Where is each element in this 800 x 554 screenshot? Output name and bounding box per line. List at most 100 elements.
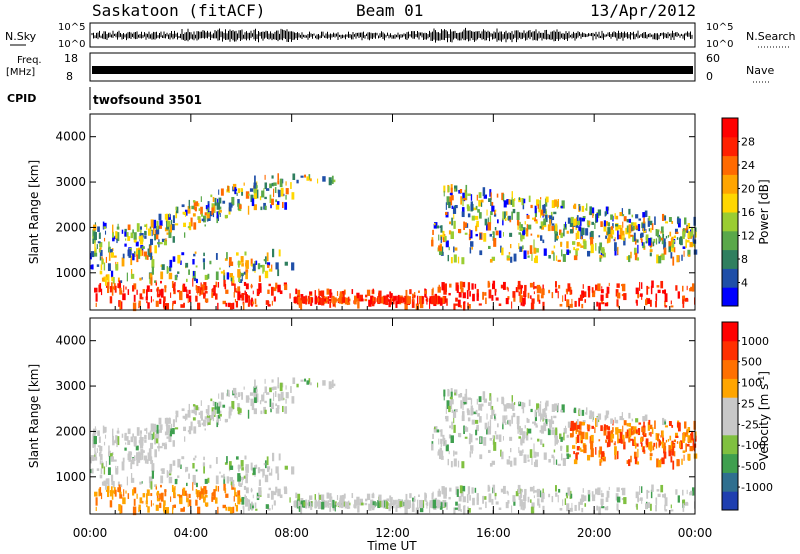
power-cell [578,226,582,232]
velocity-cell [489,393,492,401]
power-cell [685,239,687,248]
power-cell [658,236,662,242]
power-cell [184,286,187,292]
power-cell [527,250,529,255]
power-cell [253,190,257,200]
power-cell [319,290,323,296]
power-cell [295,288,298,295]
velocity-cell [150,481,153,490]
power-cell [458,292,462,298]
power-cell [585,228,589,236]
velocity-cell [591,411,595,418]
velocity-cell [591,425,595,429]
power-cell [154,280,156,283]
power-cell [443,190,445,197]
power-cell [636,257,640,261]
power-cell [622,230,625,236]
power-cell [263,264,265,272]
velocity-cell [188,473,190,479]
velocity-cell [177,458,181,468]
power-cell [159,220,163,226]
power-cell [238,204,242,209]
power-cell [207,273,210,279]
power-cell [155,229,157,236]
power-cell [457,228,462,233]
power-cell [456,285,459,293]
velocity-cell [443,389,446,397]
power-cell [457,299,461,308]
power-cell [227,185,230,192]
velocity-cell [651,427,654,435]
power-cell [675,285,678,291]
power-cell [285,194,287,200]
beam-title: Beam 01 [356,1,423,20]
power-cell [651,223,654,231]
velocity-cell [163,506,166,514]
power-cell [447,186,450,193]
power-cell [557,198,559,207]
power-cell [191,205,195,210]
power-cell [510,256,513,263]
velocity-cell [160,492,164,502]
power-cell [555,255,558,261]
velocity-cell [542,488,544,493]
power-cell [170,292,172,298]
power-cell [290,182,292,189]
velocity-cell [179,496,183,505]
power-cell [581,217,586,222]
power-cell [309,291,312,295]
velocity-cell [539,439,543,445]
velocity-cell [579,498,583,505]
velocity-cell [491,460,496,465]
velocity-cell [661,430,664,437]
power-cell [585,203,588,211]
velocity-cell [543,422,547,430]
power-cell [202,258,206,263]
velocity-cell [531,456,533,465]
power-cell [590,244,594,254]
power-cell [231,196,235,206]
velocity-cell [683,432,685,438]
velocity-cell [455,408,458,413]
velocity-cell [326,492,330,499]
power-cell [141,250,144,256]
velocity-cell [492,435,494,439]
power-cell [633,232,636,242]
power-cell [169,259,173,268]
power-cell [136,223,140,232]
power-cell [517,220,520,226]
power-cell [356,298,360,302]
power-cell [484,292,487,296]
power-cell [245,269,249,273]
power-cell [108,246,111,250]
power-cell [146,289,148,298]
power-cell [176,206,179,214]
velocity-cell [557,402,559,411]
power-cell [509,232,513,237]
power-cell [431,239,434,247]
power-cell [541,223,545,230]
velocity-cell [563,432,565,441]
power-cell [283,282,287,286]
velocity-cell [634,442,637,449]
power-cell [269,194,272,204]
power-cell [149,273,153,279]
power-cell [520,285,523,289]
power-cell [335,298,338,302]
power-cell [245,260,249,269]
power-cell [108,251,111,261]
power-cell [452,207,457,214]
power-cell [454,188,456,192]
power-cell [304,174,307,178]
velocity-cell [625,431,629,439]
velocity-cell [353,499,357,509]
velocity-cell [291,396,295,404]
power-cell [273,296,276,302]
velocity-cell [603,424,606,431]
velocity-cell [168,433,172,443]
power-cell [561,200,565,209]
velocity-cell [648,432,650,436]
velocity-cell [641,486,643,493]
